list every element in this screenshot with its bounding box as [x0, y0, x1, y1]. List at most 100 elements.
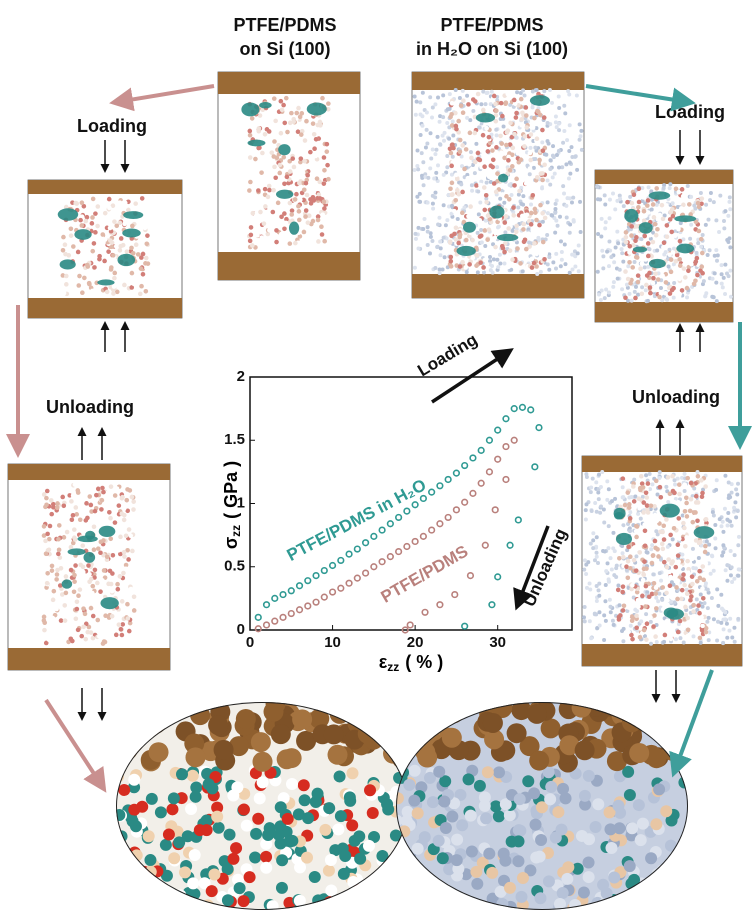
atom: [645, 495, 650, 500]
atom: [588, 582, 592, 586]
atom: [73, 537, 78, 542]
atom: [653, 271, 658, 276]
atom: [87, 494, 92, 499]
atom: [683, 482, 688, 487]
atom: [530, 819, 542, 831]
atom: [628, 554, 633, 559]
atom: [508, 121, 513, 126]
atom: [275, 801, 287, 813]
atom: [620, 247, 624, 251]
atom: [298, 197, 303, 202]
atom: [72, 527, 77, 532]
atom: [476, 270, 480, 274]
atom: [95, 618, 100, 623]
atom: [683, 275, 688, 280]
atom: [144, 289, 149, 294]
atom: [655, 547, 660, 552]
atom: [712, 617, 716, 621]
atom: [259, 235, 264, 240]
ptfe-cluster: [100, 597, 118, 609]
atom: [413, 95, 417, 99]
atom: [86, 563, 91, 568]
atom: [626, 822, 638, 834]
atom: [672, 281, 676, 285]
atom: [715, 638, 719, 642]
atom: [441, 267, 445, 271]
atom: [119, 511, 124, 516]
atom: [122, 525, 127, 530]
atom: [652, 581, 657, 586]
atom: [144, 241, 149, 246]
atom: [548, 183, 552, 187]
atom: [335, 810, 347, 822]
atom: [102, 200, 107, 205]
atom: [456, 192, 461, 197]
atom: [735, 493, 739, 497]
atom: [725, 238, 729, 242]
atom: [647, 594, 652, 599]
atom: [414, 113, 418, 117]
atom: [736, 574, 740, 578]
atom: [426, 243, 430, 247]
atom: [449, 259, 454, 264]
atom: [689, 497, 694, 502]
atom: [663, 291, 668, 296]
atom: [673, 478, 677, 482]
atom: [537, 223, 542, 228]
atom: [117, 637, 122, 642]
atom: [390, 830, 402, 842]
atom: [604, 583, 608, 587]
atom: [634, 285, 638, 289]
atom: [614, 246, 618, 250]
atom: [626, 277, 631, 282]
atom: [108, 238, 113, 243]
atom: [649, 519, 654, 524]
atom: [544, 185, 549, 190]
atom: [429, 157, 433, 161]
atom: [256, 146, 261, 151]
atom: [491, 157, 496, 162]
atom: [378, 715, 398, 735]
atom: [201, 824, 213, 836]
atom: [665, 720, 685, 740]
atom: [312, 166, 317, 171]
atom: [504, 214, 509, 219]
axis-unit: ( % ): [405, 652, 443, 672]
atom: [426, 225, 430, 229]
atom: [666, 545, 670, 549]
atom: [662, 537, 667, 542]
atom: [632, 478, 636, 482]
arrow: [586, 86, 688, 102]
atom: [521, 88, 525, 92]
atom: [140, 196, 145, 201]
atom: [645, 203, 650, 208]
atom: [673, 565, 678, 570]
atom: [460, 143, 465, 148]
atom: [458, 96, 462, 100]
atom: [45, 581, 50, 586]
atom: [588, 619, 592, 623]
atom: [499, 150, 504, 155]
atom: [451, 120, 455, 124]
atom: [112, 284, 117, 289]
panel-title: PTFE/PDMS: [233, 15, 336, 35]
atom: [473, 160, 478, 165]
atom: [271, 224, 276, 229]
atom: [691, 634, 695, 638]
atom: [696, 603, 701, 608]
atom: [541, 718, 561, 738]
atom: [316, 218, 321, 223]
atom: [618, 621, 623, 626]
atom: [641, 485, 646, 490]
atom: [454, 225, 459, 230]
atom: [486, 867, 498, 879]
atom: [638, 635, 643, 640]
atom: [122, 703, 142, 723]
atom: [611, 619, 615, 623]
atom: [571, 196, 575, 200]
atom: [511, 229, 515, 233]
ptfe-cluster: [633, 246, 647, 252]
atom: [548, 167, 552, 171]
atom: [595, 535, 599, 539]
atom: [449, 151, 454, 156]
